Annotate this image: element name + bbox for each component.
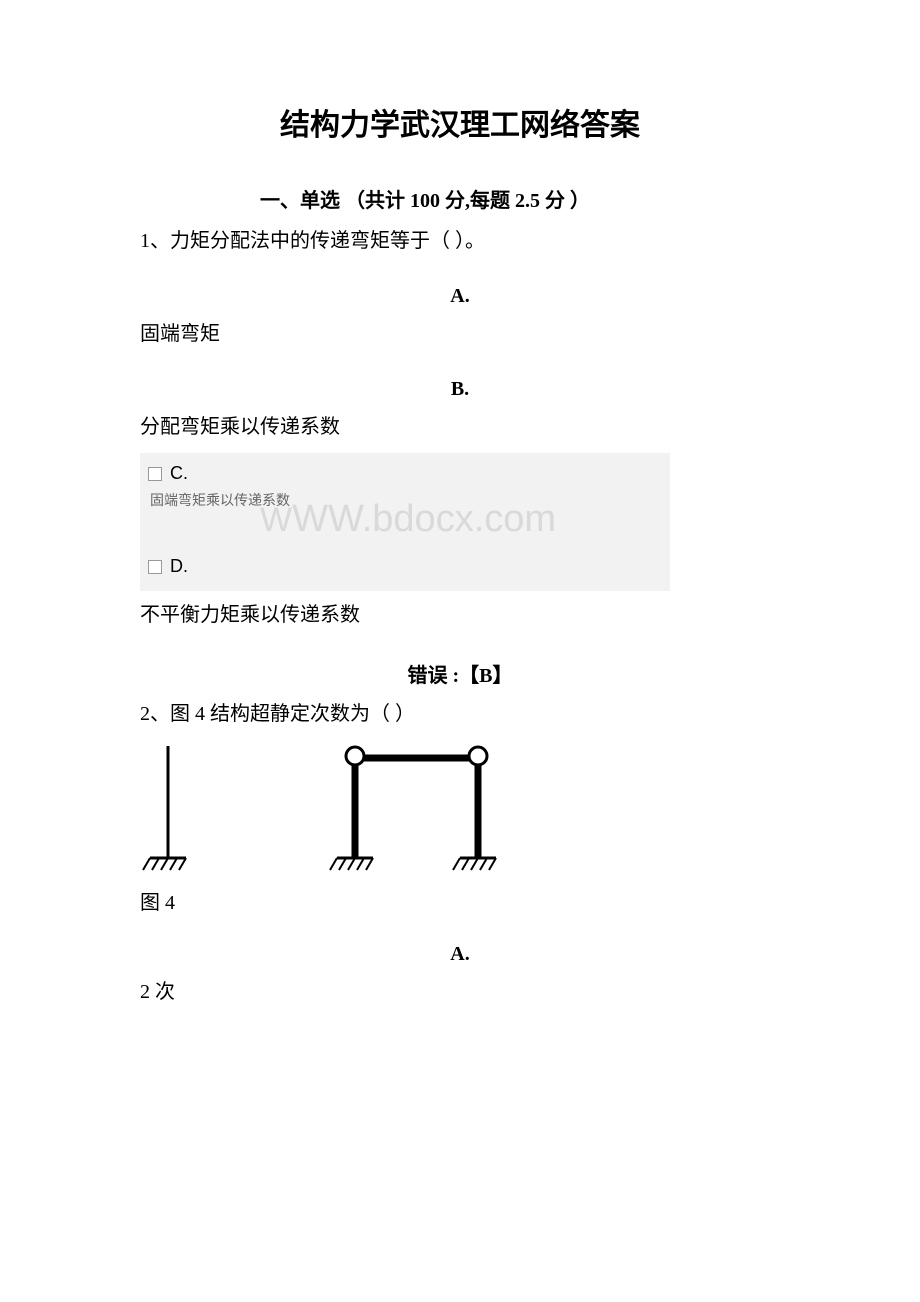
q2-optA-text: 2 次 bbox=[140, 976, 780, 1008]
q2-text: 2、图 4 结构超静定次数为（ ） bbox=[140, 698, 780, 730]
structure-diagram bbox=[140, 740, 505, 875]
q1-text: 1、力矩分配法中的传递弯矩等于（ ）。 bbox=[140, 225, 780, 257]
embedded-options-box: C. 固端弯矩乘以传递系数 WWWW.bdocx.comWW.bdocx.com… bbox=[140, 453, 670, 591]
q1-optD-row[interactable]: D. bbox=[148, 556, 662, 577]
section-header-text: 一、单选 （共计 100 分,每题 2.5 分 ） bbox=[260, 184, 590, 213]
q2-number: 2、 bbox=[140, 703, 170, 725]
q1-optD-text: 不平衡力矩乘以传递系数 bbox=[140, 599, 780, 631]
q1-optA-letter: A. bbox=[140, 285, 780, 308]
q2-body: 图 4 结构超静定次数为（ ） bbox=[170, 703, 415, 725]
q1-body: 力矩分配法中的传递弯矩等于（ ）。 bbox=[170, 230, 485, 252]
radio-icon bbox=[148, 467, 162, 481]
q1-optC-letter: C. bbox=[170, 463, 188, 484]
q1-optC-text: 固端弯矩乘以传递系数 bbox=[150, 490, 662, 510]
q1-optB-letter: B. bbox=[140, 378, 780, 401]
q1-optC-row[interactable]: C. bbox=[148, 463, 662, 484]
q1-number: 1、 bbox=[140, 230, 170, 252]
q2-figure-label: 图 4 bbox=[140, 886, 780, 915]
q1-optB-text: 分配弯矩乘以传递系数 bbox=[140, 411, 780, 443]
section-header: 一、单选 （共计 100 分,每题 2.5 分 ） bbox=[140, 184, 780, 213]
q1-answer: 错误 :【B】 bbox=[140, 659, 780, 688]
page-title: 结构力学武汉理工网络答案 bbox=[140, 100, 780, 144]
q2-optA-letter: A. bbox=[140, 943, 780, 966]
q1-optD-letter: D. bbox=[170, 556, 188, 577]
q2-figure bbox=[140, 740, 780, 880]
radio-icon bbox=[148, 560, 162, 574]
q1-optA-text: 固端弯矩 bbox=[140, 318, 780, 350]
